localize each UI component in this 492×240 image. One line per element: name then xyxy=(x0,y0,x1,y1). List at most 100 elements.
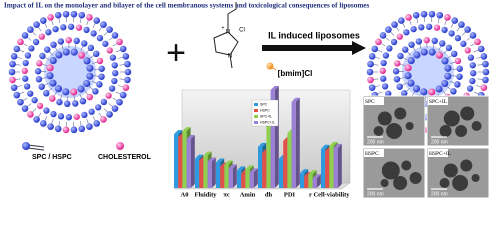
particle xyxy=(405,122,414,130)
bar xyxy=(262,152,267,188)
lipid-head xyxy=(100,98,108,106)
particle xyxy=(452,175,469,191)
lipid-head xyxy=(410,25,417,33)
bar-chart: A0 Fluidity πc Amin dh PDI r Cell-viability SPC H… xyxy=(173,86,351,198)
bar-side xyxy=(316,174,321,188)
lipid-head xyxy=(448,30,455,37)
lipid-head xyxy=(122,84,130,91)
lipid-head xyxy=(460,40,467,47)
lipid-head xyxy=(368,84,376,91)
lipid-head xyxy=(33,21,40,28)
bar xyxy=(258,146,263,188)
bar xyxy=(325,150,330,188)
lipid-head xyxy=(441,79,449,88)
lipid-head xyxy=(56,98,63,106)
bar xyxy=(300,173,305,188)
bar xyxy=(279,158,284,188)
lipid-head xyxy=(407,56,415,65)
lipid-head xyxy=(77,51,86,59)
lipid-head xyxy=(375,38,382,46)
legend-label: HSPC xyxy=(260,108,270,112)
lipid-head xyxy=(109,54,117,61)
lipid-head xyxy=(420,48,428,56)
lipid-head xyxy=(78,125,86,133)
lipid-head xyxy=(111,77,118,85)
lipid-head xyxy=(105,92,112,99)
x-tick-label: πc xyxy=(223,191,230,198)
particle xyxy=(439,125,452,137)
lipid-head xyxy=(402,46,409,53)
lipid-head xyxy=(54,85,63,93)
lipid-head xyxy=(62,88,70,96)
lipid-head xyxy=(88,108,95,115)
lipid-head xyxy=(9,76,16,84)
lipid-head xyxy=(86,72,94,80)
legend-label: HSPC+IL xyxy=(260,120,275,124)
lipid-head xyxy=(13,45,21,53)
lipid-head xyxy=(62,126,70,134)
lipid-head xyxy=(420,88,428,96)
particle xyxy=(409,172,422,184)
lipid-head xyxy=(469,77,476,85)
core xyxy=(401,45,455,99)
lipid-head xyxy=(10,53,18,60)
lipid-head xyxy=(47,14,54,21)
bar-top xyxy=(291,97,300,102)
lipid-head xyxy=(32,38,40,46)
lipid-head xyxy=(50,110,57,118)
lipid-head xyxy=(10,84,18,91)
lipid-head xyxy=(108,85,116,92)
lipid-head xyxy=(450,50,458,58)
lipid-head xyxy=(22,75,29,82)
bar xyxy=(308,174,313,188)
bar xyxy=(291,101,296,188)
lipid-head xyxy=(21,67,28,75)
bar xyxy=(321,148,326,188)
lipid-head xyxy=(87,44,95,52)
lipid-head xyxy=(70,48,78,56)
lipid-head xyxy=(403,29,410,36)
legend-label: SPC+IL xyxy=(260,114,272,118)
lipid-head xyxy=(425,23,433,30)
lipid-head xyxy=(480,53,488,60)
lipid-head xyxy=(93,17,100,24)
lipid-head xyxy=(439,40,446,47)
bar xyxy=(228,168,233,188)
legend-swatch xyxy=(254,109,258,112)
lipid-head xyxy=(467,54,475,61)
tem-label: SPC xyxy=(365,99,375,105)
lipid-head xyxy=(469,62,476,69)
lipid-head xyxy=(470,69,477,77)
lipid-head xyxy=(124,60,131,68)
bar xyxy=(216,162,221,188)
bar-top xyxy=(195,154,204,159)
particle xyxy=(380,179,389,187)
bar-top xyxy=(186,135,195,139)
lipid-head xyxy=(40,17,47,24)
x-tick-label: PDI xyxy=(284,191,296,198)
bar-top xyxy=(300,169,309,174)
lipid-head xyxy=(106,111,113,118)
particle xyxy=(443,110,460,127)
lipid-head xyxy=(62,48,70,56)
lipid-head xyxy=(394,60,401,67)
bar-top xyxy=(333,143,342,148)
bar xyxy=(249,172,254,188)
arrow-label: IL induced liposomes xyxy=(268,30,360,40)
lipid-head xyxy=(73,113,80,120)
scale-label: 200 nm xyxy=(431,139,448,145)
lipid-head xyxy=(65,114,73,121)
lipid-head xyxy=(83,57,91,65)
legend-cholesterol-icon xyxy=(116,142,124,150)
lipid-head xyxy=(381,83,389,90)
graphical-abstract: Impact of IL on the monolayer and bilaye… xyxy=(4,2,490,199)
lipid-head xyxy=(17,98,24,106)
molecule-name: [bmim]Cl xyxy=(278,69,313,78)
lipid-head xyxy=(43,107,50,114)
plus-sign: + xyxy=(166,34,186,72)
x-tick-label: dh xyxy=(265,191,273,198)
bar xyxy=(241,173,246,188)
lipid-head xyxy=(116,38,123,46)
bar xyxy=(203,155,208,188)
bar-top xyxy=(203,151,212,156)
